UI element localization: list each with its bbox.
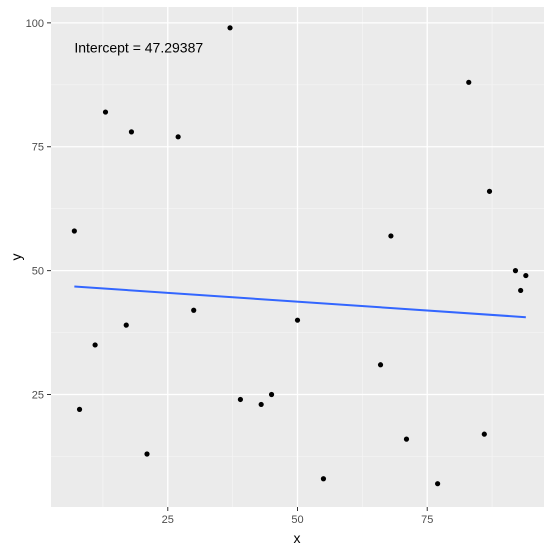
data-point	[435, 481, 441, 487]
major-gridlines	[51, 7, 544, 507]
data-point	[486, 188, 493, 194]
data-point	[144, 451, 150, 457]
x-tick-label: 25	[162, 514, 174, 526]
data-point	[377, 362, 384, 368]
data-point	[268, 391, 275, 398]
y-tick-label: 25	[32, 390, 44, 402]
y-tick-label: 100	[26, 18, 44, 30]
data-point	[123, 322, 129, 328]
data-point	[403, 436, 410, 442]
regression-line	[74, 285, 526, 319]
data-point	[258, 401, 264, 408]
data-point	[518, 287, 524, 294]
intercept-annotation: Intercept = 47.29387	[74, 40, 203, 56]
data-point	[388, 233, 394, 239]
data-point	[191, 307, 197, 313]
data-point	[128, 129, 135, 135]
data-point	[92, 342, 98, 348]
y-axis-ticks: 25 50 75 100	[26, 18, 51, 402]
data-point	[294, 317, 301, 323]
data-point	[227, 25, 233, 31]
x-axis-ticks: 25 50 75	[162, 507, 433, 526]
data-point	[481, 431, 487, 437]
y-tick-label: 50	[32, 266, 44, 278]
y-axis-title: y	[8, 254, 24, 261]
x-tick-label: 50	[291, 514, 303, 526]
data-point	[71, 228, 77, 234]
data-point	[320, 476, 327, 482]
x-axis-title: x	[294, 530, 301, 546]
data-point	[76, 406, 83, 412]
data-point	[102, 109, 109, 115]
data-point	[523, 272, 529, 279]
data-point	[466, 79, 472, 85]
y-tick-label: 75	[32, 142, 44, 154]
data-point	[512, 268, 519, 274]
x-tick-label: 75	[421, 514, 433, 526]
data-point	[237, 396, 244, 403]
data-point	[175, 134, 181, 140]
data-points	[71, 25, 529, 487]
